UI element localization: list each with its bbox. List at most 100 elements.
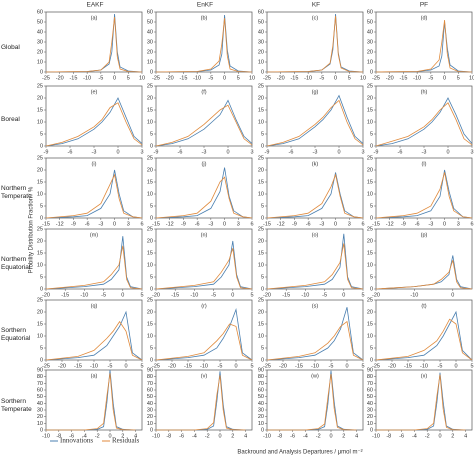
y-tick-label: 10 [147,191,153,197]
x-tick-label: -10 [304,75,312,81]
y-tick-label: 15 [367,250,373,256]
x-tick-label: 5 [348,75,351,81]
y-tick-label: 25 [367,83,373,89]
x-tick-label: -20 [279,363,287,369]
data-line [156,375,246,431]
y-tick-label: 25 [367,155,373,161]
panel-label: (e) [91,89,98,95]
data-line [155,248,253,290]
x-tick-label: 0 [443,221,446,227]
data-line [155,99,253,147]
y-tick-label: 25 [147,297,153,303]
x-tick-label: -6 [289,149,294,155]
x-tick-label: 0 [443,75,446,81]
y-tick-label: 5 [370,345,373,351]
y-tick-label: 60 [147,387,153,393]
x-tick-label: -9 [154,149,159,155]
x-tick-label: -2 [425,433,430,439]
y-tick-label: 0 [40,427,43,433]
y-tick-label: 20 [37,238,43,244]
x-tick-label: -20 [277,75,285,81]
y-tick-label: 0 [150,143,153,149]
data-line [375,169,473,219]
data-line [155,17,253,73]
x-tick-label: 6 [361,221,364,227]
y-tick-label: 5 [150,131,153,137]
y-tick-label: 50 [147,19,153,25]
x-tick-label: 10 [360,75,366,81]
y-tick-label: 5 [150,203,153,209]
x-tick-label: -2 [316,433,321,439]
y-tick-label: 0 [370,143,373,149]
y-tick-label: 10 [147,59,153,65]
panel-label: (q) [91,303,98,309]
panel-frame [375,228,473,290]
y-tick-label: 5 [370,203,373,209]
y-tick-label: 90 [258,367,264,373]
x-tick-label: -10 [80,292,88,298]
y-tick-label: 0 [261,427,264,433]
row-label: Northern Equatorial [1,256,31,271]
x-tick-label: -12 [166,221,174,227]
x-tick-label: -20 [263,292,271,298]
x-tick-label: 0 [446,149,449,155]
x-tick-label: -9 [44,149,49,155]
x-tick-label: 3 [457,221,460,227]
x-tick-label: -15 [282,292,290,298]
row-label: Sorthern Equatorial [1,327,31,342]
y-tick-label: 10 [367,119,373,125]
x-tick-label: -10 [90,363,98,369]
y-tick-label: 25 [37,226,43,232]
y-tick-label: 10 [37,59,43,65]
x-tick-label: -9 [292,221,297,227]
y-tick-label: 5 [150,345,153,351]
x-tick-label: 0 [231,292,234,298]
y-tick-label: 70 [367,381,373,387]
x-tick-label: 5 [140,363,143,369]
x-tick-label: -15 [404,363,412,369]
panel-label: (d) [421,15,428,21]
y-tick-label: 90 [147,367,153,373]
x-tick-label: 0 [113,221,116,227]
data-line [266,320,364,361]
y-tick-label: 25 [367,226,373,232]
x-tick-label: -10 [83,75,91,81]
data-line [375,21,473,73]
legend-label: Residuals [112,437,139,445]
x-tick-label: 5 [127,75,130,81]
y-tick-label: 5 [40,131,43,137]
column-title: PF [420,2,428,9]
y-tick-label: 15 [37,250,43,256]
y-tick-label: 20 [147,309,153,315]
x-tick-label: -25 [42,363,50,369]
y-tick-label: 10 [258,421,264,427]
x-tick-label: 6 [140,221,143,227]
x-tick-label: -10 [42,433,50,439]
y-tick-label: 10 [37,262,43,268]
data-line [267,370,357,431]
y-tick-label: 70 [258,381,264,387]
x-tick-label: -15 [171,292,179,298]
x-tick-label: 4 [134,433,137,439]
panel-label: (j) [202,161,207,167]
data-line [375,310,473,361]
x-tick-label: -8 [56,433,61,439]
y-tick-label: 20 [37,414,43,420]
x-tick-label: -2 [205,433,210,439]
data-line [155,167,253,219]
x-tick-label: 10 [249,75,255,81]
x-tick-label: -20 [152,292,160,298]
y-tick-label: 15 [367,179,373,185]
x-tick-label: -5 [438,363,443,369]
y-tick-label: 50 [37,394,43,400]
y-tick-label: 30 [147,39,153,45]
panel-label: (p) [421,232,428,238]
x-tick-label: -10 [152,433,160,439]
x-tick-label: 0 [334,221,337,227]
x-tick-label: 0 [454,363,457,369]
y-tick-label: 0 [261,357,264,363]
y-tick-label: 40 [367,401,373,407]
x-tick-label: 0 [124,363,127,369]
panel-frame [266,157,364,219]
